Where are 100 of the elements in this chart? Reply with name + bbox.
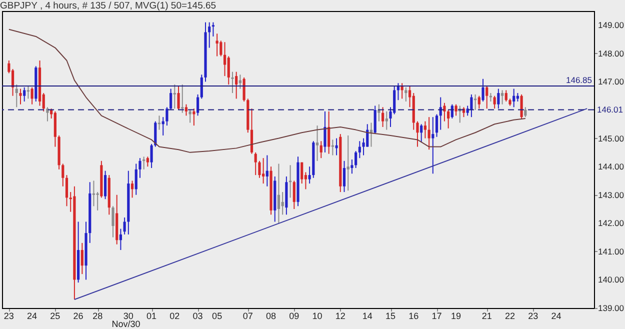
y-tick-label: 145.00 [598, 133, 624, 144]
candlestick [23, 86, 26, 102]
line-series [8, 28, 526, 153]
x-tick-label: 10 [312, 311, 322, 321]
candlestick [497, 88, 500, 110]
candlestick [119, 228, 122, 251]
text: Nov/30 [112, 319, 140, 329]
candlestick [134, 163, 138, 196]
x-tick-label: 08 [266, 311, 276, 321]
x-tick-label: 22 [504, 311, 515, 321]
candlestick [242, 76, 246, 102]
candlestick [123, 216, 126, 235]
candlestick [200, 74, 203, 100]
candlestick [80, 242, 84, 275]
chart-title: GBPJPY , 4 hours, # 135 / 507, MVG(1) 50=145.65 [0, 0, 216, 12]
candlestick [142, 156, 146, 170]
candlestick [524, 106, 527, 118]
ref-line-label: 146.01 [597, 104, 624, 115]
candlestick [504, 90, 508, 102]
candlestick [435, 114, 438, 138]
candlestick [328, 110, 330, 154]
x-tick-label: 01 [146, 311, 157, 321]
candlestick [358, 140, 361, 159]
candlestick [424, 120, 426, 139]
y-tick-label: 142.00 [598, 218, 624, 228]
candlestick [478, 95, 480, 110]
candlestick [374, 105, 376, 135]
candlestick [416, 120, 419, 148]
x-tick-label: 24 [27, 311, 38, 321]
y-tick-label: 143.00 [598, 190, 624, 200]
candlestick [493, 95, 496, 110]
candlestick [62, 163, 64, 187]
candlestick [19, 88, 22, 105]
x-tick-label: 17 [432, 311, 442, 321]
candlestick [320, 140, 322, 159]
candlestick [474, 94, 477, 110]
candlestick [262, 158, 265, 184]
x-tick-label: 02 [170, 311, 180, 321]
candlestick [184, 104, 188, 116]
candlestick [96, 192, 99, 211]
candlestick [154, 120, 157, 148]
candlestick [385, 110, 388, 130]
candlestick [486, 85, 488, 110]
ref-line-label: 146.85 [566, 74, 592, 85]
candlestick [420, 124, 423, 144]
candlestick [300, 162, 304, 184]
x-tick-label: 14 [362, 311, 372, 321]
x-tick-label: 03 [192, 311, 203, 321]
candlestick [235, 71, 238, 100]
candlestick [196, 94, 200, 116]
candlestick [512, 88, 516, 108]
candlestick [454, 104, 458, 116]
candlestick [335, 138, 338, 156]
candlestick [177, 85, 180, 110]
candlestick [130, 180, 134, 198]
candlestick [308, 166, 311, 184]
candlestick [342, 160, 346, 193]
candlestick [30, 86, 34, 105]
x-tick-label: 09 [289, 311, 300, 321]
candlestick [482, 78, 484, 102]
y-tick-label: 144.00 [598, 162, 624, 172]
candlestick [432, 116, 434, 174]
candlestick [231, 71, 234, 94]
x-tick-label: 12 [335, 311, 346, 321]
candlestick [138, 158, 142, 178]
candlestick [26, 85, 30, 100]
y-tick-label: 148.00 [598, 48, 624, 58]
candlestick [112, 206, 114, 238]
x-tick-label: 05 [212, 311, 222, 321]
x-tick-label: 21 [482, 311, 492, 321]
candlestick [404, 86, 408, 102]
candlestick [316, 125, 319, 162]
candlestick [166, 106, 168, 126]
x-tick-label: 25 [50, 311, 60, 321]
candlestick [208, 22, 211, 48]
candlestick [250, 108, 254, 154]
candlestick [443, 102, 446, 122]
x-tick-label: 15 [385, 311, 396, 321]
x-tick-label: 24 [551, 311, 562, 321]
candlestick [65, 174, 68, 207]
candlestick [258, 160, 261, 178]
candlestick [350, 159, 354, 174]
candlestick [266, 154, 268, 187]
candlestick [254, 152, 257, 176]
x-tick-label: 23 [528, 311, 538, 321]
candlestick [381, 106, 384, 128]
candlestick [15, 84, 18, 108]
candlestick [170, 88, 172, 110]
candlestick [500, 90, 504, 105]
candlestick [324, 110, 326, 153]
candlestick [520, 94, 523, 119]
candlestick [277, 163, 280, 224]
candlestick [331, 139, 334, 156]
x-tick-label: 30 [123, 311, 134, 321]
candlestick [150, 143, 153, 168]
candlestick [366, 124, 369, 148]
candlestick [292, 180, 296, 210]
candlestick [378, 104, 380, 122]
candlestick [146, 156, 149, 168]
x-tick-label: 19 [451, 311, 462, 321]
